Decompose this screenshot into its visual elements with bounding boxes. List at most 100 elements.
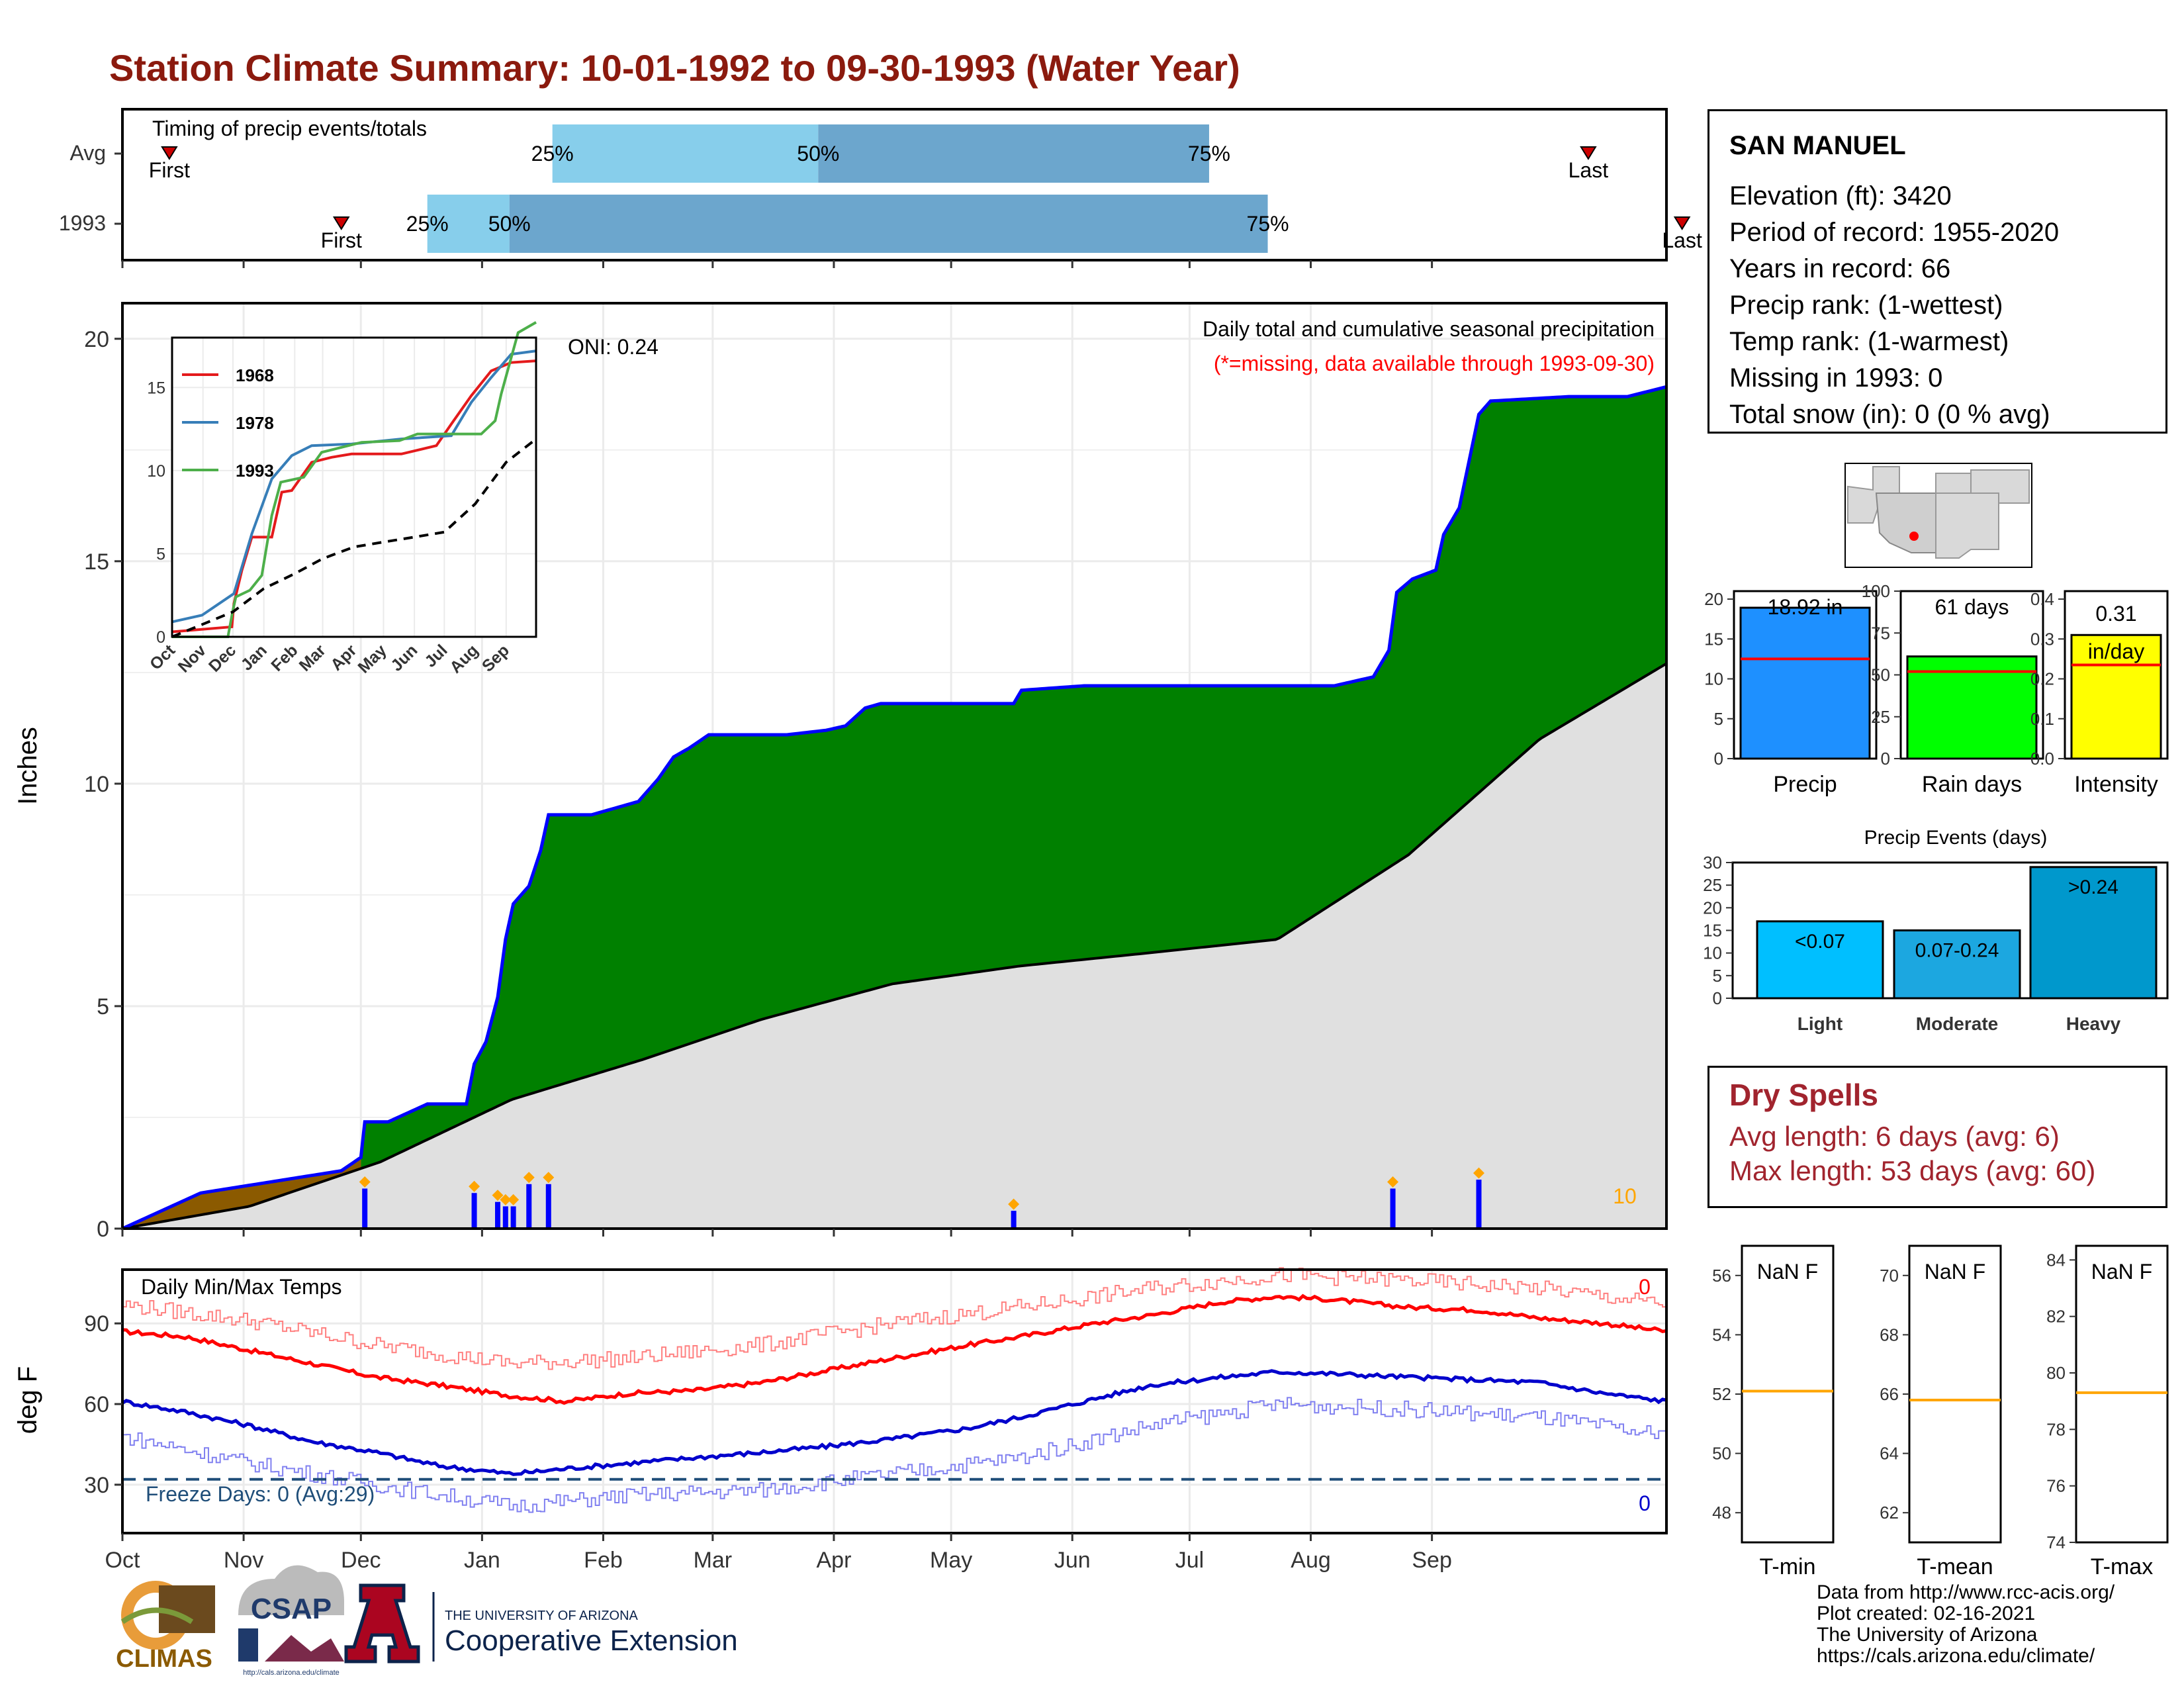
average-cumulative-line — [122, 662, 1668, 1230]
credit-line-university: The University of Arizona — [1817, 1624, 2038, 1646]
avg-temp-line — [122, 1293, 1667, 1405]
summary-ytick-label: 15 — [1704, 629, 1723, 649]
missing-note: (*=missing, data available through 1993-… — [1214, 352, 1655, 375]
record-temp-line — [122, 1267, 1667, 1370]
precip-ytick-label: 15 — [84, 549, 109, 575]
temp-box-ytick-label: 52 — [1712, 1384, 1731, 1404]
summary-bar — [1906, 655, 2038, 760]
summary-value-label: 18.92 in — [1768, 595, 1843, 619]
events-bar — [1893, 929, 2021, 1000]
month-label: May — [930, 1548, 972, 1573]
month-label: Mar — [694, 1548, 733, 1573]
month-label: Jun — [1054, 1548, 1091, 1573]
summary-bar-label: Rain days — [1922, 772, 2022, 797]
temp-box-ytick-label: 50 — [1712, 1444, 1731, 1464]
events-bar-label: Moderate — [1916, 1013, 1998, 1034]
station-name: SAN MANUEL — [1729, 131, 1906, 160]
inset-legend-label: 1968 — [236, 365, 274, 385]
heavy-event-marker — [492, 1190, 504, 1201]
events-bar-label: Heavy — [2066, 1013, 2121, 1034]
first-event-label: First — [149, 158, 190, 182]
events-range-label: >0.24 — [2068, 876, 2118, 898]
timing-p50-label: 50% — [797, 142, 839, 165]
temp-box-value: NaN F — [1757, 1260, 1818, 1284]
cumulative-1993-line — [121, 385, 1667, 1231]
first-event-marker — [161, 146, 178, 160]
credits: Data from http://www.rcc-acis.org/ Plot … — [1817, 1582, 2115, 1667]
daily-precip-bar — [510, 1206, 516, 1229]
month-label: Nov — [224, 1548, 263, 1573]
temp-box-ytick-label: 54 — [1712, 1325, 1731, 1344]
temp-box-frame — [1908, 1244, 2002, 1544]
summary-value-label: 0.31 — [2095, 602, 2136, 626]
inset-ytick-label: 5 — [156, 545, 165, 563]
average-cumulative-area — [122, 663, 1666, 1229]
month-label: Oct — [105, 1548, 140, 1573]
credit-line-data: Data from http://www.rcc-acis.org/ — [1817, 1581, 2115, 1603]
events-title: Precip Events (days) — [1864, 827, 2048, 849]
inset-series-line — [171, 350, 537, 624]
precip-ytick-label: 5 — [97, 994, 109, 1019]
daily-precip-bar — [1390, 1188, 1396, 1229]
summary-ytick-label: 0.1 — [2030, 709, 2054, 729]
summary-bars: 18.92 in Precip 0 5 10 15 20 61 days Rain days 0 2… — [1704, 581, 2169, 797]
last-event-label: Last — [1662, 228, 1702, 252]
precip-ylabel: Inches — [13, 727, 42, 805]
summary-ytick-label: 20 — [1704, 589, 1723, 609]
first-event-label: First — [321, 228, 362, 252]
summary-value-label: 61 days — [1934, 595, 2009, 619]
temp-box-ytick-label: 70 — [1880, 1266, 1899, 1286]
temp-box-label: T-mean — [1917, 1554, 1993, 1579]
precip-ytick-label: 10 — [84, 772, 109, 797]
timing-p75-label: 75% — [1247, 212, 1289, 236]
max-count-label: 0 — [1639, 1275, 1651, 1299]
events-ytick-label: 20 — [1703, 898, 1722, 917]
temp-box-label: T-min — [1760, 1554, 1816, 1579]
timing-row-avg-label: Avg — [69, 141, 106, 165]
events-bar — [2029, 866, 2158, 1000]
above-average-area — [361, 387, 1666, 1169]
temp-ytick-label: 30 — [84, 1473, 109, 1498]
precip-panel-title: Daily total and cumulative seasonal prec… — [1203, 317, 1655, 341]
inset-chart: 196819781993051015OctNovDecJanFebMarAprM… — [146, 321, 537, 677]
heavy-event-marker — [359, 1176, 371, 1188]
summary-ytick-label: 100 — [1862, 581, 1890, 601]
ua-small-text: THE UNIVERSITY OF ARIZONA — [445, 1609, 639, 1623]
timing-bar-light — [552, 124, 819, 183]
oni-label: ONI: 0.24 — [568, 335, 659, 359]
events-range-label: 0.07-0.24 — [1915, 940, 1999, 962]
summary-ytick-label: 75 — [1871, 623, 1890, 643]
temp-box-ytick-label: 74 — [2046, 1532, 2066, 1552]
precip-panel: Inches Daily total and cumulative season… — [13, 302, 1668, 1242]
below-average-area — [122, 1157, 361, 1229]
timing-bar-light — [427, 195, 510, 253]
month-label: Apr — [816, 1548, 851, 1573]
csap-logo: CSAP http://cals.arizona.edu/climate — [238, 1565, 344, 1677]
precip-events-chart: Precip Events (days) <0.07 Light 0.07-0.24… — [1703, 827, 2169, 1034]
summary-ytick-label: 10 — [1704, 669, 1723, 689]
summary-ytick-label: 5 — [1714, 709, 1723, 729]
temp-box-ytick-label: 66 — [1880, 1384, 1899, 1404]
temp-box-ytick-label: 80 — [2046, 1363, 2066, 1383]
daily-precip-bar — [502, 1206, 508, 1229]
page-title: Station Climate Summary: 10-01-1992 to 0… — [109, 47, 1240, 89]
summary-ytick-label: 25 — [1871, 707, 1890, 727]
event-count-label: 10 — [1613, 1184, 1637, 1208]
ua-big-text: Cooperative Extension — [445, 1624, 738, 1657]
month-label: Feb — [584, 1548, 623, 1573]
events-ytick-label: 30 — [1703, 853, 1722, 872]
events-ytick-label: 25 — [1703, 875, 1722, 895]
station-info-box: SAN MANUEL Elevation (ft): 3420 Period o… — [1707, 109, 2167, 434]
summary-value-unit: in/day — [2088, 639, 2144, 663]
heavy-event-marker — [523, 1172, 535, 1184]
daily-precip-bar — [1476, 1180, 1482, 1229]
station-elevation: Elevation (ft): 3420 — [1729, 181, 1952, 211]
climas-logo-text: CLIMAS — [116, 1645, 212, 1673]
temp-box-ytick-label: 64 — [1880, 1444, 1899, 1464]
temp-box-ytick-label: 56 — [1712, 1266, 1731, 1286]
heavy-event-marker — [469, 1180, 480, 1192]
month-label: Dec — [341, 1548, 381, 1573]
temp-box-frame — [1741, 1244, 1835, 1544]
summary-ytick-label: 50 — [1871, 665, 1890, 685]
